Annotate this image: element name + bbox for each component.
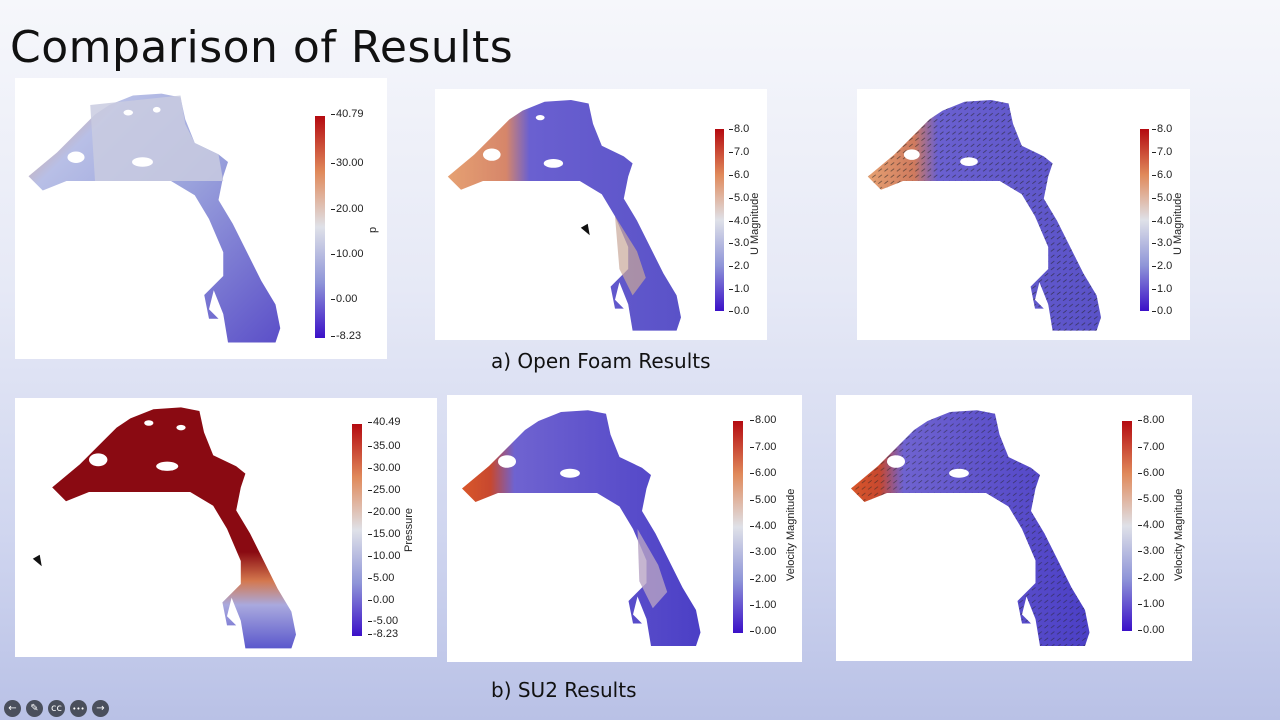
tick-label: 1.0 [728,283,750,295]
tick-label: 8.0 [728,123,750,135]
su2-velocity-panel: 8.00 7.00 6.00 5.00 4.00 3.00 2.00 1.00 … [447,395,802,662]
tick-label: 1.00 [1137,598,1165,610]
tick-label: 0.00 [367,594,395,606]
tick-label: 30.00 [368,462,401,474]
tick-label: 10.00 [368,550,401,562]
tick-label: 0.00 [1137,624,1165,636]
su2-vector-panel: 8.00 7.00 6.00 5.00 4.00 3.00 2.00 1.00 … [836,395,1192,661]
tick-label: 1.00 [749,599,777,611]
tick-label: 5.00 [367,572,395,584]
tick-label: 40.79 [331,108,364,120]
tick-label: 3.00 [749,546,777,558]
tick-label: 4.0 [1151,215,1173,227]
tick-label: 5.0 [1151,192,1173,204]
more-options-icon[interactable]: ••• [70,700,87,717]
tick-label: 6.00 [1137,467,1165,479]
colorbar-title: Velocity Magnitude [785,488,797,581]
tick-label: 3.0 [1151,237,1173,249]
openfoam-velocity-panel: 8.0 7.0 6.0 5.0 4.0 3.0 2.0 1.0 0.0 U Ma… [435,89,767,340]
velocity-colorbar [1122,421,1132,631]
previous-slide-icon[interactable]: ← [4,700,21,717]
su2-pressure-panel: 40.49 35.00 30.00 25.00 20.00 15.00 10.0… [15,398,437,657]
pressure-contour-plot [28,93,281,343]
tick-label: 7.00 [749,441,777,453]
next-slide-icon[interactable]: → [92,700,109,717]
tick-label: 2.0 [1151,260,1173,272]
tick-label: 1.0 [1151,283,1173,295]
pressure-contour-plot [52,407,297,649]
colorbar-title: Velocity Magnitude [1173,488,1185,581]
velocity-colorbar [733,421,743,633]
tick-label: 10.00 [331,248,364,260]
tick-label: 5.00 [749,494,777,506]
tick-label: 20.00 [368,506,401,518]
tick-label: 3.00 [1137,545,1165,557]
tick-label: 0.00 [330,293,358,305]
tick-label: 20.00 [331,203,364,215]
tick-label: 8.0 [1151,123,1173,135]
tick-label: 30.00 [331,157,364,169]
tick-label: 4.00 [1137,519,1165,531]
tick-label: 15.00 [368,528,401,540]
tick-label: 6.00 [749,467,777,479]
tick-label: 7.0 [728,146,750,158]
pressure-colorbar [315,116,325,338]
tick-label: 2.00 [749,573,777,585]
openfoam-pressure-panel: 40.79 30.00 20.00 10.00 0.00 -8.23 p [15,78,387,359]
tick-label: 40.49 [368,416,401,428]
velocity-colorbar [715,129,724,311]
velocity-vector-plot [851,410,1090,646]
tick-label: 8.00 [749,414,777,426]
velocity-contour-plot [462,410,701,646]
tick-label: 0.0 [1151,305,1173,317]
tick-label: 5.00 [1137,493,1165,505]
tick-label: 4.0 [728,215,750,227]
tick-label: 0.00 [749,625,777,637]
openfoam-caption: a) Open Foam Results [491,349,711,373]
tick-label: 35.00 [368,440,401,452]
pressure-colorbar [352,424,362,636]
colorbar-title: Pressure [403,507,415,552]
colorbar-title: p [367,226,379,233]
openfoam-vector-panel: 8.0 7.0 6.0 5.0 4.0 3.0 2.0 1.0 0.0 U Ma… [857,89,1190,340]
tick-label: 6.0 [728,169,750,181]
colorbar-title: U Magnitude [1172,192,1184,255]
tick-label: 7.0 [1151,146,1173,158]
tick-label: 0.0 [728,305,750,317]
captions-icon[interactable]: cc [48,700,65,717]
presentation-toolbar: ← ✎ cc ••• → [4,700,109,717]
tick-label: 7.00 [1137,441,1165,453]
velocity-vector-plot [867,100,1101,331]
tick-label: 25.00 [368,484,401,496]
su2-caption: b) SU2 Results [491,678,637,702]
tick-label: 6.0 [1151,169,1173,181]
velocity-contour-plot [447,100,681,331]
tick-label: -5.00 [367,615,399,627]
tick-label: 4.00 [749,520,777,532]
pen-tool-icon[interactable]: ✎ [26,700,43,717]
tick-label: 8.00 [1137,414,1165,426]
tick-label: -8.23 [367,628,399,640]
tick-label: 2.0 [728,260,750,272]
colorbar-title: U Magnitude [749,192,761,255]
tick-label: 5.0 [728,192,750,204]
velocity-colorbar [1140,129,1149,311]
tick-label: 3.0 [728,237,750,249]
tick-label: 2.00 [1137,572,1165,584]
tick-label: -8.23 [330,330,362,342]
slide-title: Comparison of Results [10,22,514,73]
